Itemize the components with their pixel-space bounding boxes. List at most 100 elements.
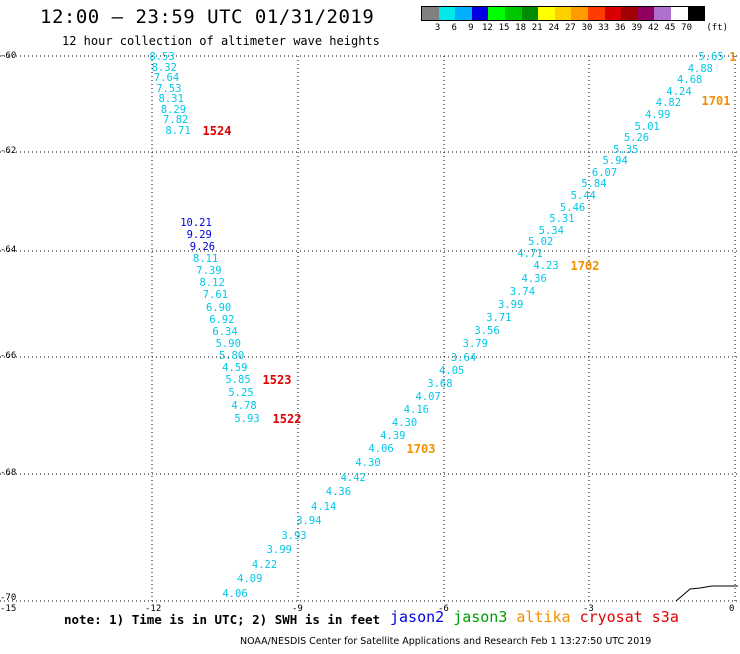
satellite-legend-jason3: jason3 [453, 608, 508, 626]
wave-height-label: 5.44 [570, 189, 596, 202]
footer-note: note: 1) Time is in UTC; 2) SWH is in fe… [64, 612, 381, 627]
wave-height-label: 5.90 [215, 337, 241, 350]
wave-height-label: 4.06 [368, 442, 394, 455]
wave-height-label: 5.35 [613, 143, 639, 156]
color-scale-swatch [488, 7, 505, 20]
revolution-number-label: 1702 [570, 259, 600, 273]
wave-height-label: 3.64 [450, 351, 477, 364]
wave-height-label: 5.01 [634, 120, 660, 133]
wave-height-label: 8.31 [158, 93, 184, 106]
color-scale-label: 15 [498, 23, 510, 33]
color-scale-unit: (ft) [706, 23, 729, 33]
wave-height-label: 4.78 [231, 399, 257, 412]
color-scale-swatch [538, 7, 555, 20]
color-scale-label: 6 [451, 23, 457, 33]
lat-tick-label: -62 [0, 146, 17, 156]
wave-height-label: 4.23 [533, 259, 559, 272]
cut-off-revolution-label: 1 [729, 50, 737, 64]
color-scale-label: 42 [647, 23, 659, 33]
color-scale-bar [421, 6, 706, 21]
lat-tick-label: -66 [0, 351, 17, 361]
lat-tick-label: -64 [0, 245, 17, 255]
wave-height-label: 8.71 [165, 124, 191, 137]
wave-height-label: 7.53 [156, 82, 182, 95]
color-scale-swatch [422, 7, 439, 20]
wave-height-label: 3.94 [296, 514, 322, 527]
color-scale-swatch [604, 7, 622, 20]
wave-height-label: 4.05 [439, 364, 465, 377]
lon-tick-label: -6 [438, 604, 449, 614]
color-scale-swatch [587, 7, 605, 20]
color-scale-swatch [554, 7, 572, 20]
wave-height-label: 4.99 [645, 108, 671, 121]
wave-height-label: 5.80 [218, 349, 245, 362]
color-scale-swatch [621, 7, 638, 20]
color-scale-label: 9 [468, 23, 474, 33]
page-title: 12:00 – 23:59 UTC 01/31/2019 [40, 6, 375, 28]
coastline [675, 585, 738, 602]
wave-height-label: 3.99 [266, 544, 292, 557]
color-scale-labels: 3 6 9 12 15 18 21 24 27 30 33 36 39 42 45 70 (ft) [421, 21, 728, 35]
color-scale-label: 21 [531, 23, 543, 33]
revolution-number-label: 1522 [272, 412, 302, 426]
satellite-legend-jason2: jason2 [390, 608, 445, 626]
wave-height-label: 7.64 [153, 71, 180, 84]
wave-height-label: 5.84 [581, 178, 607, 191]
color-scale-swatch [471, 7, 489, 20]
wave-height-label: 5.34 [538, 224, 564, 237]
color-scale-swatch [438, 7, 456, 20]
color-scale-label: 36 [614, 23, 626, 33]
wave-height-label: 5.93 [234, 412, 260, 425]
wave-height-label: 4.22 [251, 558, 278, 571]
lon-tick-label: 0 [729, 604, 735, 614]
wave-height-label: 5.65 [698, 50, 724, 63]
wave-height-label: 7.82 [163, 114, 189, 127]
wave-height-label: 4.36 [521, 272, 547, 285]
revolution-number-label: 1701 [701, 94, 731, 108]
wave-height-label: 3.79 [462, 338, 488, 351]
lat-tick-label: -60 [0, 51, 17, 61]
satellite-legend: jason2 jason3 altika cryosat s3a [390, 608, 688, 626]
color-scale-legend: 3 6 9 12 15 18 21 24 27 30 33 36 39 42 45 70 (ft) [421, 6, 728, 35]
lon-tick-label: -3 [583, 604, 594, 614]
wave-height-label: 9.29 [186, 228, 212, 241]
wave-height-label: 4.36 [325, 485, 352, 498]
wave-height-label: 6.34 [212, 325, 238, 338]
wave-height-label: 4.09 [237, 573, 263, 586]
color-scale-swatch [687, 7, 705, 20]
wave-height-label: 4.14 [311, 500, 337, 513]
wave-height-label: 4.30 [355, 456, 381, 469]
wave-height-label: 5.26 [623, 131, 650, 144]
revolution-number-label: 1524 [202, 124, 232, 138]
page-subtitle: 12 hour collection of altimeter wave hei… [62, 34, 380, 48]
color-scale-label: 24 [548, 23, 560, 33]
credit-line: NOAA/NESDIS Center for Satellite Applica… [240, 636, 652, 647]
wave-height-label: 4.71 [517, 247, 543, 260]
lon-tick-label: -15 [0, 604, 17, 614]
wave-height-label: 4.24 [666, 85, 692, 98]
wave-height-label: 8.29 [160, 103, 187, 116]
revolution-number-label: 1523 [262, 373, 292, 387]
color-scale-swatch [637, 7, 655, 20]
wave-height-label: 8.53 [149, 50, 175, 63]
wave-height-label: 4.42 [340, 471, 366, 484]
wave-height-label: 8.32 [151, 61, 177, 74]
lat-tick-label: -68 [0, 468, 17, 478]
wave-height-label: 5.31 [549, 212, 575, 225]
revolution-number-label: 1703 [406, 442, 436, 456]
wave-height-label: 3.93 [281, 529, 307, 542]
wave-height-label: 7.39 [196, 265, 222, 278]
wave-height-label: 4.06 [222, 587, 248, 600]
satellite-legend-altika: altika [516, 608, 571, 626]
wave-height-label: 5.02 [527, 236, 554, 249]
wave-height-label: 8.11 [193, 252, 219, 265]
wave-height-label: 7.61 [202, 289, 229, 302]
color-scale-label: 70 [681, 23, 693, 33]
lon-tick-label: -12 [145, 604, 162, 614]
wave-height-label: 3.99 [497, 298, 524, 311]
wave-height-label: 4.68 [677, 73, 703, 86]
wave-height-label: 5.46 [559, 201, 586, 214]
lat-tick-label: -70 [0, 593, 17, 603]
